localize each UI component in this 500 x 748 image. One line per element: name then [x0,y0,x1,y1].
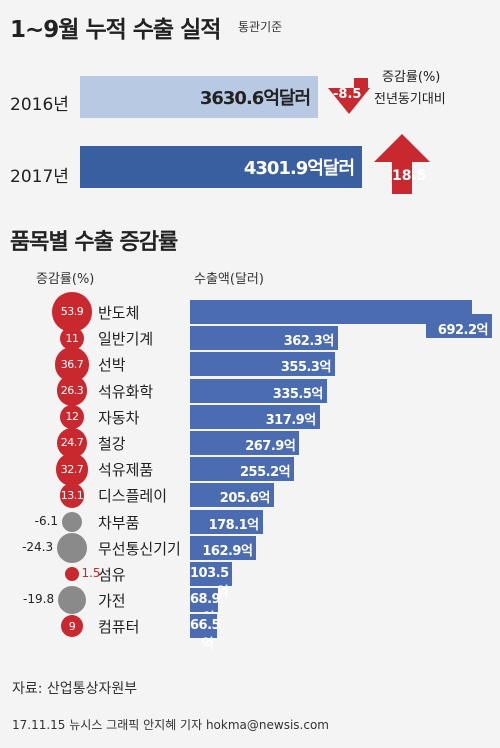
item-bar [190,300,473,324]
change-circle: 53.9 [52,292,92,332]
change-label: 36.7 [60,357,84,371]
change-2017-label: 18.5 [392,168,427,184]
change-column-header: 증감률(%) [36,272,95,287]
item-name: 선박 [98,356,126,375]
change-label: 53.9 [60,305,84,319]
item-bar-extension [426,314,492,338]
change-arrows [328,78,430,194]
change-label: 9 [68,619,76,633]
item-value: 205.6억 [219,491,271,507]
item-name: 무선통신기기 [98,539,181,558]
item-name: 자동차 [98,408,140,427]
change-label: 11 [65,331,79,345]
item-bar [190,588,219,613]
item-name: 섬유 [98,566,126,584]
item-name: 가전 [98,592,126,611]
change-circle: 13.1 [59,483,85,508]
bar-2017-value: 4301.9억달러 [243,158,355,179]
up-arrow-icon [374,134,430,194]
change-circle [64,566,80,582]
value-column-header: 수출액(달러) [194,272,264,287]
bar-2017: 4301.9억달러 [80,146,362,188]
change-circle [58,586,86,615]
bar-2016: 3630.6억달러 [80,76,318,118]
item-value: 103.5억 [190,566,229,600]
change-circle: 11 [60,326,84,350]
item-value: 66.5억 [190,618,221,653]
item-name: 일반기계 [98,330,154,349]
item-bar [190,326,338,351]
year-label-2017: 2017년 [10,167,69,187]
change-2016-label: -8.5 [333,87,362,102]
item-bar [190,614,218,639]
item-bar [190,509,263,534]
chart-subtitle: 통관기준 [238,20,283,34]
item-name: 차부품 [98,513,140,532]
item-bar [190,431,300,455]
item-value: 355.3억 [280,360,332,376]
section-title: 품목별 수출 증감률 [10,230,178,255]
change-circle [62,511,82,532]
change-circle: 36.7 [54,347,90,382]
item-bar [190,457,295,482]
down-arrow-icon [328,78,370,114]
change-label: 13.1 [60,488,84,502]
item-value: 317.9억 [265,412,317,428]
year-label-2016: 2016년 [10,95,69,115]
item-name: 석유화학 [98,382,154,401]
change-circle: 26.3 [56,375,88,406]
item-value: 692.2억 [437,323,489,338]
credit-line: 17.11.15 뉴시스 그래픽 안지혜 기자 hokma@newsis.com [12,718,329,732]
item-value: 335.5억 [272,386,324,402]
item-bar [190,483,274,508]
item-value: 255.2억 [240,465,291,481]
item-value: 178.1억 [208,517,260,533]
item-name: 철강 [98,435,126,453]
change-circle [57,532,87,563]
change-label: 24.7 [60,436,84,450]
change-label: 12 [65,410,79,424]
item-value: 162.9억 [202,543,253,559]
item-value: 362.3억 [283,334,335,350]
item-name: 컴퓨터 [98,618,140,637]
bar-2016-value: 3630.6억달러 [199,88,311,109]
change-label: 1.5 [81,566,101,580]
change-circle: 12 [60,404,84,429]
item-name: 디스플레이 [98,487,168,506]
change-label: -6.1 [34,513,59,528]
change-label: 32.7 [60,462,84,476]
change-label: 26.3 [60,384,84,398]
item-bar [190,378,327,403]
change-label: -19.8 [23,592,55,607]
item-bar [190,562,233,586]
change-circle: 9 [61,615,83,638]
item-bar [190,352,335,377]
item-name: 석유제품 [98,461,154,480]
legend-title: 증감률(%) [382,70,441,85]
item-value: 267.9억 [245,439,296,454]
change-circle: 32.7 [55,452,89,486]
source-note: 자료: 산업통상자원부 [12,681,138,697]
item-name: 반도체 [98,304,140,322]
chart-title: 1~9월 누적 수출 실적 [10,17,221,43]
item-bar [190,535,257,560]
legend-subtitle: 전년동기대비 [374,92,446,107]
item-bar [190,404,320,429]
change-label: -24.3 [22,539,54,554]
